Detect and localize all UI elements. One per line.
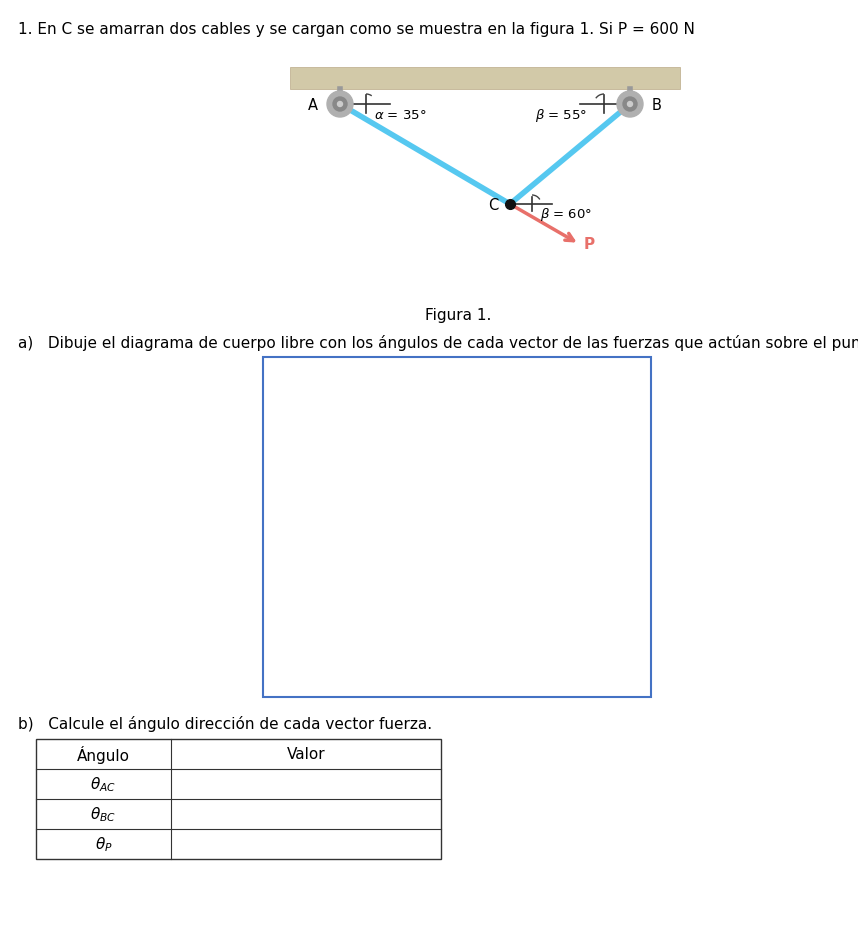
- Text: C: C: [487, 198, 498, 213]
- Circle shape: [627, 102, 632, 108]
- Text: B: B: [652, 97, 662, 112]
- Text: Ángulo: Ángulo: [77, 745, 130, 763]
- Text: $\theta_P$: $\theta_P$: [94, 834, 112, 854]
- Circle shape: [617, 92, 643, 118]
- Bar: [36, 739, 441, 859]
- Text: $\beta$ = 60°: $\beta$ = 60°: [540, 206, 592, 222]
- Circle shape: [333, 98, 347, 112]
- Circle shape: [327, 92, 353, 118]
- Text: Valor: Valor: [287, 746, 325, 762]
- Text: A: A: [308, 97, 318, 112]
- Text: $\theta_{AC}$: $\theta_{AC}$: [90, 775, 117, 794]
- Circle shape: [337, 102, 342, 108]
- Circle shape: [623, 98, 637, 112]
- Text: a)   Dibuje el diagrama de cuerpo libre con los ángulos de cada vector de las fu: a) Dibuje el diagrama de cuerpo libre co…: [18, 335, 858, 350]
- Text: P: P: [583, 236, 595, 252]
- Text: $\alpha$ = 35°: $\alpha$ = 35°: [374, 108, 426, 121]
- Bar: [263, 358, 651, 697]
- Text: $\beta$ = 55°: $\beta$ = 55°: [535, 107, 587, 124]
- Text: 1. En C se amarran dos cables y se cargan como se muestra en la figura 1. Si P =: 1. En C se amarran dos cables y se carga…: [18, 22, 695, 37]
- Text: Figura 1.: Figura 1.: [425, 308, 491, 323]
- Bar: [290, 68, 680, 90]
- Text: $\theta_{BC}$: $\theta_{BC}$: [90, 805, 117, 823]
- Text: b)   Calcule el ángulo dirección de cada vector fuerza.: b) Calcule el ángulo dirección de cada v…: [18, 716, 432, 731]
